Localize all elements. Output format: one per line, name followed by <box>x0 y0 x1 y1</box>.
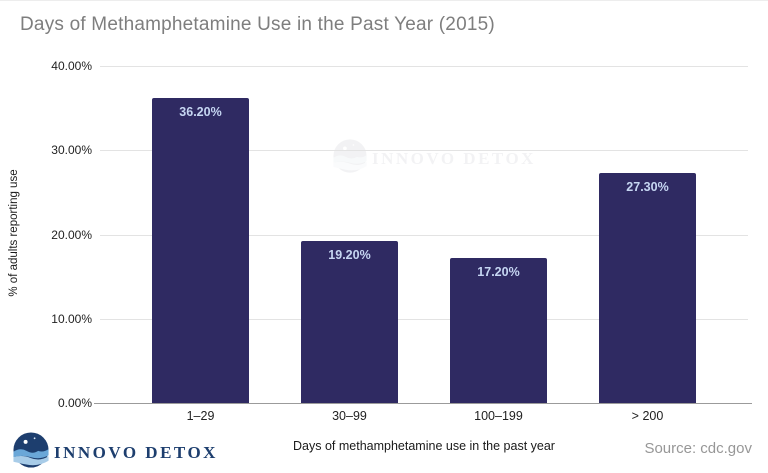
x-tick-label: 30–99 <box>332 409 367 423</box>
y-tick-label: 20.00% <box>51 227 92 242</box>
x-tick-label: 100–199 <box>474 409 523 423</box>
bar-value-label: 36.20% <box>179 105 222 120</box>
brand-logo[interactable]: INNOVO DETOX <box>13 432 218 473</box>
chart-title: Days of Methamphetamine Use in the Past … <box>20 14 495 35</box>
gridline <box>100 318 748 320</box>
bar-4[interactable]: 27.30% <box>599 173 696 403</box>
brand-logo-icon <box>13 432 49 473</box>
brand-logo-text: INNOVO DETOX <box>54 442 218 462</box>
x-tick-label: > 200 <box>631 409 664 423</box>
x-axis-line <box>94 403 752 404</box>
bar-2[interactable]: 19.20% <box>301 241 398 403</box>
bar-value-label: 27.30% <box>626 180 669 194</box>
y-axis-title: % of adults reporting use <box>8 169 20 297</box>
y-tick-label: 0.00% <box>57 396 92 410</box>
gridline <box>100 150 748 152</box>
gridline <box>100 234 748 236</box>
plot-area: INNOVO DETOX 36.20% 19.20% 17.20% 27.30% <box>94 66 752 404</box>
bar-3[interactable]: 17.20% <box>450 258 547 403</box>
watermark-logo-icon <box>333 139 367 178</box>
bar-value-label: 19.20% <box>328 248 371 263</box>
x-tick-label: 1–29 <box>186 409 215 423</box>
y-tick-label: 30.00% <box>51 143 92 158</box>
source-note: Source: cdc.gov <box>644 440 752 457</box>
x-axis-title: Days of methamphetamine use in the past … <box>293 439 555 453</box>
gridline <box>100 66 748 67</box>
bar-value-label: 17.20% <box>477 265 520 280</box>
watermark: INNOVO DETOX <box>333 139 536 178</box>
bar-1[interactable]: 36.20% <box>152 98 249 403</box>
y-tick-label: 40.00% <box>51 59 92 73</box>
watermark-text: INNOVO DETOX <box>372 148 536 168</box>
y-tick-label: 10.00% <box>51 311 92 326</box>
